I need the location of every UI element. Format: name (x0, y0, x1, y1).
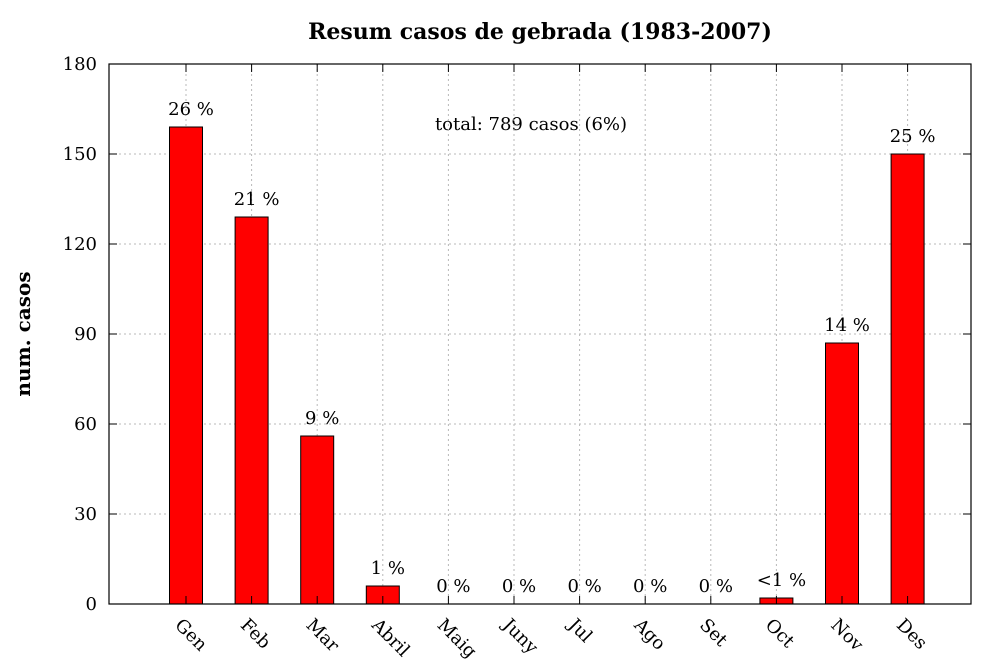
y-tick-label: 0 (86, 594, 97, 615)
bar-data-label: 26 % (168, 99, 214, 120)
x-tick-label: Jul (563, 613, 597, 647)
y-tick-label: 90 (74, 324, 97, 345)
bar (169, 126, 203, 605)
bar (234, 216, 269, 605)
y-axis-ticks: 0 30 60 90 120 150 180 (63, 54, 971, 615)
y-axis-label: num. casos (11, 271, 35, 396)
bar-data-label: 0 % (567, 576, 601, 597)
x-tick-label: Gen (170, 615, 211, 656)
bar-data-label: 1 % (371, 558, 405, 579)
chart-title: Resum casos de gebrada (1983-2007) (308, 19, 772, 45)
y-tick-label: 180 (63, 54, 97, 75)
y-tick-label: 150 (63, 144, 97, 165)
y-tick-label: 60 (74, 414, 97, 435)
bar-data-label: 14 % (824, 315, 870, 336)
x-tick-label: Set (695, 615, 732, 652)
bar-data-label: <1 % (757, 570, 806, 591)
x-tick-label: Nov (826, 615, 867, 656)
x-tick-label: Juny (497, 613, 543, 659)
y-tick-label: 120 (63, 234, 97, 255)
bar-data-label: 0 % (699, 576, 733, 597)
x-tick-label: Mar (302, 615, 344, 657)
data-labels: 26 % 21 % 9 % 1 % 0 % 0 % 0 % 0 % 0 % <1 % 14 % 25 … (168, 99, 935, 597)
bar-data-label: 25 % (890, 126, 936, 147)
bars (169, 126, 925, 605)
bar-data-label: 0 % (436, 576, 470, 597)
x-tick-label: Ago (629, 614, 670, 655)
plot-frame (108, 63, 972, 605)
total-annotation: total: 789 casos (6%) (435, 114, 627, 135)
bar (890, 153, 925, 605)
bar (825, 342, 859, 605)
bar-data-label: 9 % (305, 408, 339, 429)
x-tick-label: Des (892, 615, 931, 654)
x-tick-label: Oct (761, 615, 799, 653)
y-tick-label: 30 (74, 504, 97, 525)
bar-data-label: 21 % (234, 189, 280, 210)
x-tick-label: Maig (433, 615, 481, 663)
x-tick-label: Abril (367, 614, 414, 661)
bar-data-label: 0 % (502, 576, 536, 597)
bar (300, 435, 335, 605)
x-tick-label: Feb (236, 615, 275, 654)
bar-data-label: 0 % (633, 576, 667, 597)
